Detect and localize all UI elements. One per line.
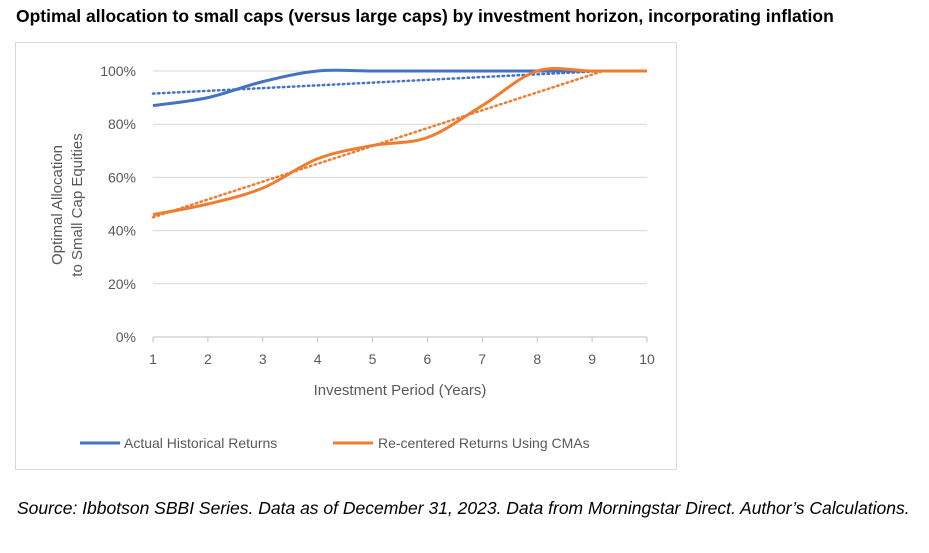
- y-tick-label: 100%: [100, 63, 136, 79]
- x-tick-label: 3: [259, 351, 267, 367]
- y-tick-label: 60%: [108, 169, 136, 185]
- y-tick-label: 0%: [116, 329, 136, 345]
- y-tick-label: 80%: [108, 116, 136, 132]
- y-tick-label: 20%: [108, 276, 136, 292]
- chart-title: Optimal allocation to small caps (versus…: [16, 6, 834, 26]
- x-tick-label: 8: [533, 351, 541, 367]
- y-tick-labels: 0% 20% 40% 60% 80% 100%: [100, 63, 136, 345]
- chart-frame: [15, 42, 677, 470]
- series-line-historical: [152, 68, 647, 108]
- x-tick-label: 4: [314, 351, 322, 367]
- source-note: Source: Ibbotson SBBI Series. Data as of…: [17, 498, 910, 518]
- x-tick-label: 9: [588, 351, 596, 367]
- trendline-historical: [151, 69, 605, 95]
- x-tick-label: 7: [478, 351, 486, 367]
- gridlines: [152, 70, 648, 342]
- legend-label-recentered: Re-centered Returns Using CMAs: [378, 435, 590, 451]
- x-axis-label: Investment Period (Years): [314, 382, 487, 399]
- x-tick-labels: 1 2 3 4 5 6 7 8 9 10: [149, 351, 655, 367]
- legend: Actual Historical Returns Re-centered Re…: [80, 435, 590, 451]
- x-tick-label: 5: [369, 351, 377, 367]
- x-tick-label: 1: [149, 351, 157, 367]
- x-tick-label: 2: [204, 351, 212, 367]
- y-axis-label-line-2: to Small Cap Equities: [69, 133, 86, 276]
- series-lines: [152, 66, 647, 217]
- series-line-recentered: [152, 66, 647, 217]
- y-tick-label: 40%: [108, 223, 136, 239]
- y-axis-label-line-1: Optimal Allocation: [49, 145, 66, 265]
- x-tick-label: 6: [424, 351, 432, 367]
- legend-label-historical: Actual Historical Returns: [124, 435, 277, 451]
- x-tick-label: 10: [639, 351, 655, 367]
